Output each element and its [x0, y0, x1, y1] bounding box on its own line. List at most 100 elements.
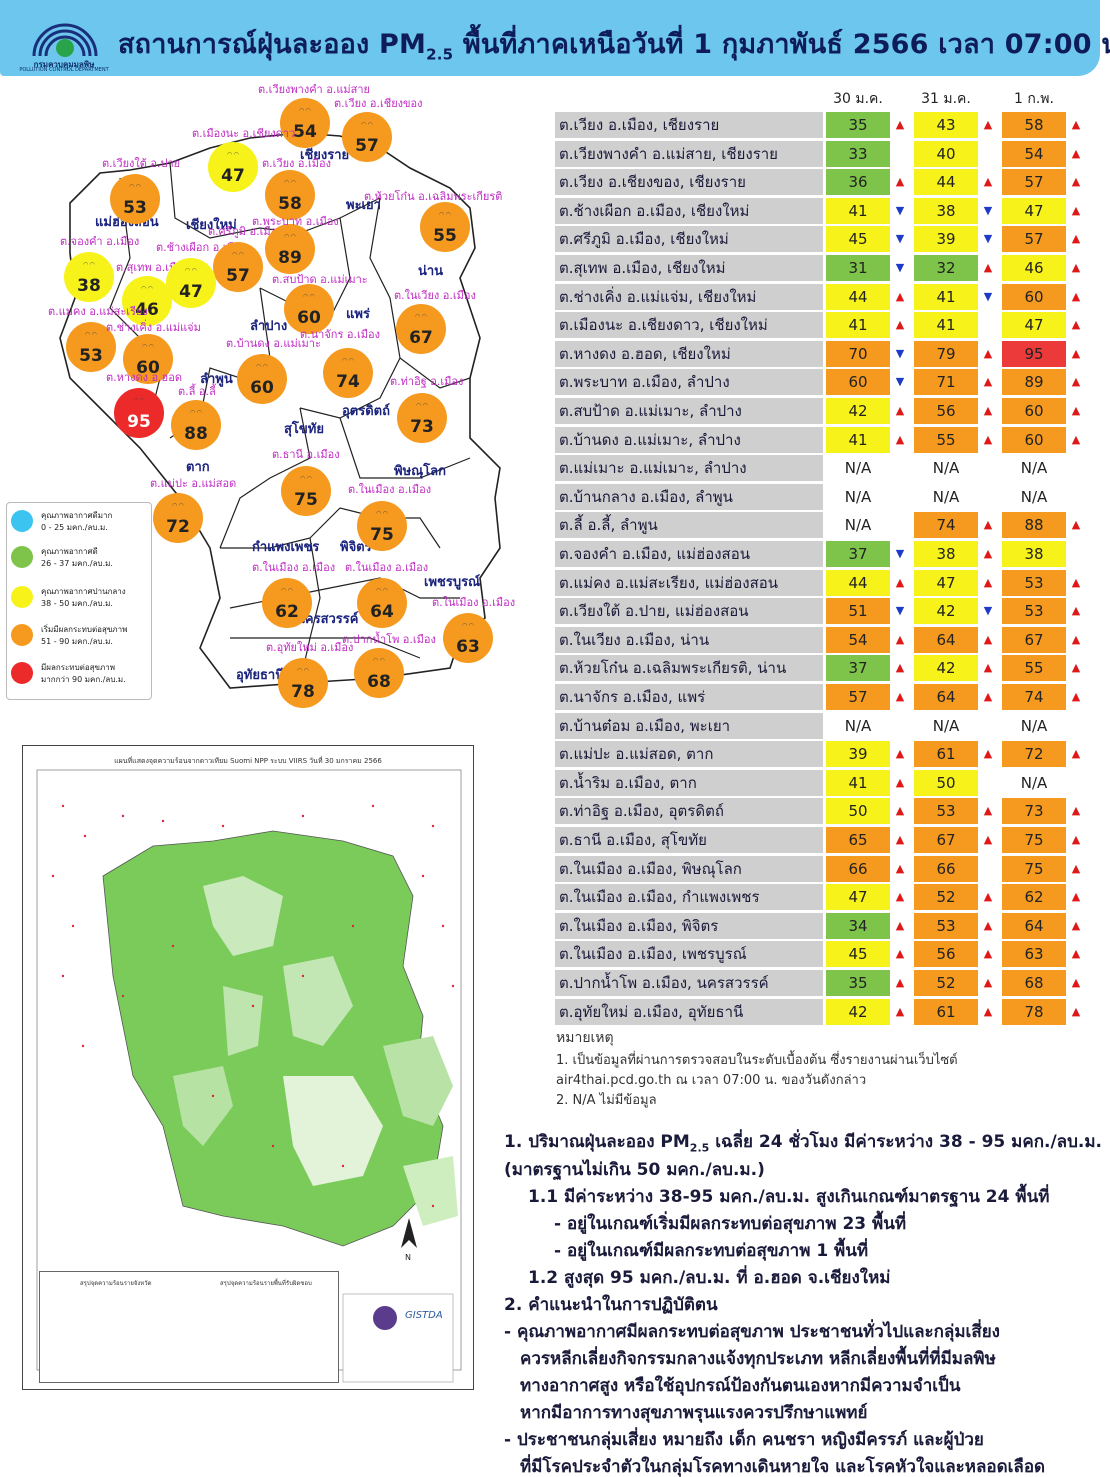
summary-line: 1.2 สูงสุด 95 มคก./ลบ.ม. ที่ อ.ฮอด จ.เชี… [528, 1268, 891, 1288]
trend-up-icon: ▲ [895, 432, 905, 446]
logo-text: กรมควบคุมมลพิษ [33, 60, 95, 69]
pm25-value-cell: 42 [914, 654, 978, 682]
svg-text:GISTDA: GISTDA [405, 1310, 443, 1321]
aqi-bubble: 55 [420, 202, 470, 252]
pm25-value-cell: 53 [1002, 597, 1066, 625]
station-label: ต.นาจักร อ.เมือง [300, 328, 380, 341]
legend-label: มีผลกระทบต่อสุขภาพ [41, 663, 116, 672]
pm25-value-cell: 50 [826, 797, 890, 825]
aqi-bubble: 73 [397, 393, 447, 443]
trend-up-icon: ▲ [1071, 747, 1081, 761]
pm25-value-cell: 78 [1002, 997, 1066, 1025]
aqi-bubble: 89 [265, 224, 315, 274]
pm25-value-cell: N/A [826, 511, 890, 539]
pm25-value-cell: 42 [826, 397, 890, 424]
pm25-value-cell: 53 [1002, 568, 1066, 596]
station-name-cell: ต.พระบาท อ.เมือง, ลำปาง [555, 368, 823, 396]
summary-line: 1. ปริมาณฝุ่นละออง PM2.5 เฉลี่ย 24 ชั่วโ… [504, 1132, 1103, 1155]
station-name-cell: ต.เวียงใต้ อ.ปาย, แม่ฮ่องสอน [555, 597, 823, 625]
station-label: ต.บ้านดง อ.แม่เมาะ [226, 337, 321, 350]
trend-up-icon: ▲ [1071, 261, 1081, 274]
trend-up-icon: ▲ [983, 1004, 993, 1018]
pm25-value-cell: N/A [1002, 768, 1066, 796]
pm25-value-cell: 60 [1002, 397, 1066, 424]
station-label: ต.หางดง อ.ฮอด [106, 371, 183, 384]
trend-down-icon: ▼ [895, 375, 905, 389]
hotspot-map-graphic: N GISTDA [36, 769, 462, 1383]
pm25-value-cell: 71 [914, 368, 978, 396]
pm25-value-cell: 47 [1002, 311, 1066, 339]
table-row: ต.แม่เมาะ อ.แม่เมาะ, ลำปาง N/A N/A N/A [553, 454, 1093, 483]
pm25-value-cell: 41 [826, 768, 890, 796]
trend-up-icon: ▲ [895, 118, 905, 131]
station-label: ต.ลี้ อ.ลี้ [178, 385, 216, 398]
province-label: แพร่ [346, 307, 370, 322]
aqi-bubble: 47 [208, 142, 258, 192]
note-1-cont: air4thai.pcd.go.th ณ เวลา 07:00 น. ของวั… [556, 1073, 867, 1088]
aqi-bubble: 75 [357, 501, 407, 551]
pm25-value-cell: 67 [1002, 625, 1066, 653]
province-label: ตาก [186, 460, 210, 475]
legend-range: 38 - 50 มคก./ลบ.ม. [41, 599, 113, 608]
page-title: สถานการณ์ฝุ่นละออง PM2.5 พื้นที่ภาคเหนือ… [118, 29, 1110, 64]
station-label: ต.ธานี อ.เมือง [272, 448, 340, 461]
pm25-value-cell: 37 [826, 540, 890, 567]
pm25-value-cell: 55 [914, 425, 978, 453]
pm25-value-cell: 38 [1002, 540, 1066, 567]
table-row: ต.เวียง อ.เมือง, เชียงราย 35 ▲ 43 ▲ 58 ▲ [553, 111, 1093, 140]
pm25-value-cell: 35 [826, 111, 890, 138]
trend-up-icon: ▲ [1071, 203, 1081, 217]
station-label: ต.ท่าอิฐ อ.เมือง [390, 375, 464, 388]
station-name-cell: ต.เวียง อ.เมือง, เชียงราย [555, 111, 823, 138]
aqi-bubble: 74 [323, 348, 373, 398]
summary-line: - คุณภาพอากาศมีผลกระทบต่อสุขภาพ ประชาชนท… [504, 1322, 1000, 1342]
pm25-value-cell: 36 [826, 168, 890, 196]
trend-up-icon: ▲ [983, 432, 993, 446]
aqi-bubble: 88 [171, 400, 221, 450]
aqi-bubble: 60 [284, 284, 334, 334]
pm25-value-cell: 60 [826, 368, 890, 396]
pm25-value-cell: 44 [826, 568, 890, 596]
pm25-value-cell: 47 [826, 883, 890, 911]
trend-up-icon: ▲ [895, 690, 905, 703]
pm25-value-cell: 58 [1002, 111, 1066, 138]
pm25-value-cell: 64 [914, 683, 978, 710]
pm25-value-cell: 60 [1002, 425, 1066, 453]
table-row: ต.ในเมือง อ.เมือง, พิจิตร 34 ▲ 53 ▲ 64 ▲ [553, 911, 1093, 941]
trend-up-icon: ▲ [1071, 118, 1081, 131]
pm25-value-cell: 50 [914, 768, 978, 796]
pm25-value-cell: 52 [914, 969, 978, 996]
trend-up-icon: ▲ [1071, 976, 1081, 989]
trend-up-icon: ▲ [1071, 146, 1081, 160]
pm25-value-cell: 38 [914, 196, 978, 224]
station-label: ต.ปากน้ำโพ อ.เมือง [342, 633, 436, 646]
table-row: ต.นาจักร อ.เมือง, แพร่ 57 ▲ 64 ▲ 74 ▲ [553, 683, 1093, 712]
summary-line: ที่มีโรคประจำตัวในกลุ่มโรคทางเดินหายใจ แ… [520, 1457, 1046, 1477]
pm25-value-cell: 40 [914, 139, 978, 167]
station-name-cell: ต.ช่างเคิ่ง อ.แม่แจ่ม, เชียงใหม่ [555, 282, 823, 310]
station-label: ต.ในเมือง อ.เมือง [252, 561, 336, 574]
pm25-value-cell: 31 [826, 254, 890, 281]
trend-up-icon: ▲ [983, 804, 993, 818]
station-name-cell: ต.แม่ปะ อ.แม่สอด, ตาก [555, 740, 823, 768]
pm25-value-cell: 70 [826, 339, 890, 367]
province-label: พิษณุโลก [394, 464, 447, 479]
table-row: ต.เวียง อ.เชียงของ, เชียงราย 36 ▲ 44 ▲ 57 ▲ [553, 168, 1093, 197]
station-label: ต.ห้วยโก๋น อ.เฉลิมพระเกียรติ [364, 190, 503, 203]
hotspot-summary-box: สรุปจุดความร้อนรายจังหวัด สรุปจุดความร้อ… [39, 1271, 339, 1383]
province-label: ลำพูน [200, 372, 233, 387]
pm25-value-cell: 75 [1002, 854, 1066, 882]
trend-up-icon: ▲ [983, 575, 993, 589]
summary-line: - อยู่ในเกณฑ์เริ่มมีผลกระทบต่อสุขภาพ 23 … [554, 1214, 907, 1234]
header-banner: กรมควบคุมมลพิษ POLLUTION CONTROL DEPARTM… [0, 0, 1110, 76]
legend-item: มีผลกระทบต่อสุขภาพ มากกว่า 90 มคก./ลบ.ม. [11, 659, 151, 689]
pm25-value-cell: 74 [1002, 683, 1066, 710]
station-name-cell: ต.ในเมือง อ.เมือง, พิจิตร [555, 911, 823, 939]
pm25-value-cell: 42 [914, 597, 978, 625]
table-row: ต.แม่คง อ.แม่สะเรียง, แม่ฮ่องสอน 44 ▲ 47 ▲ 53… [553, 568, 1093, 598]
legend-item: คุณภาพอากาศปานกลาง 38 - 50 มคก./ลบ.ม. [11, 583, 151, 613]
pm25-value-cell: 74 [914, 511, 978, 539]
trend-up-icon: ▲ [983, 118, 993, 131]
pm25-value-cell: 44 [914, 168, 978, 196]
aqi-bubble: 57 [342, 112, 392, 162]
